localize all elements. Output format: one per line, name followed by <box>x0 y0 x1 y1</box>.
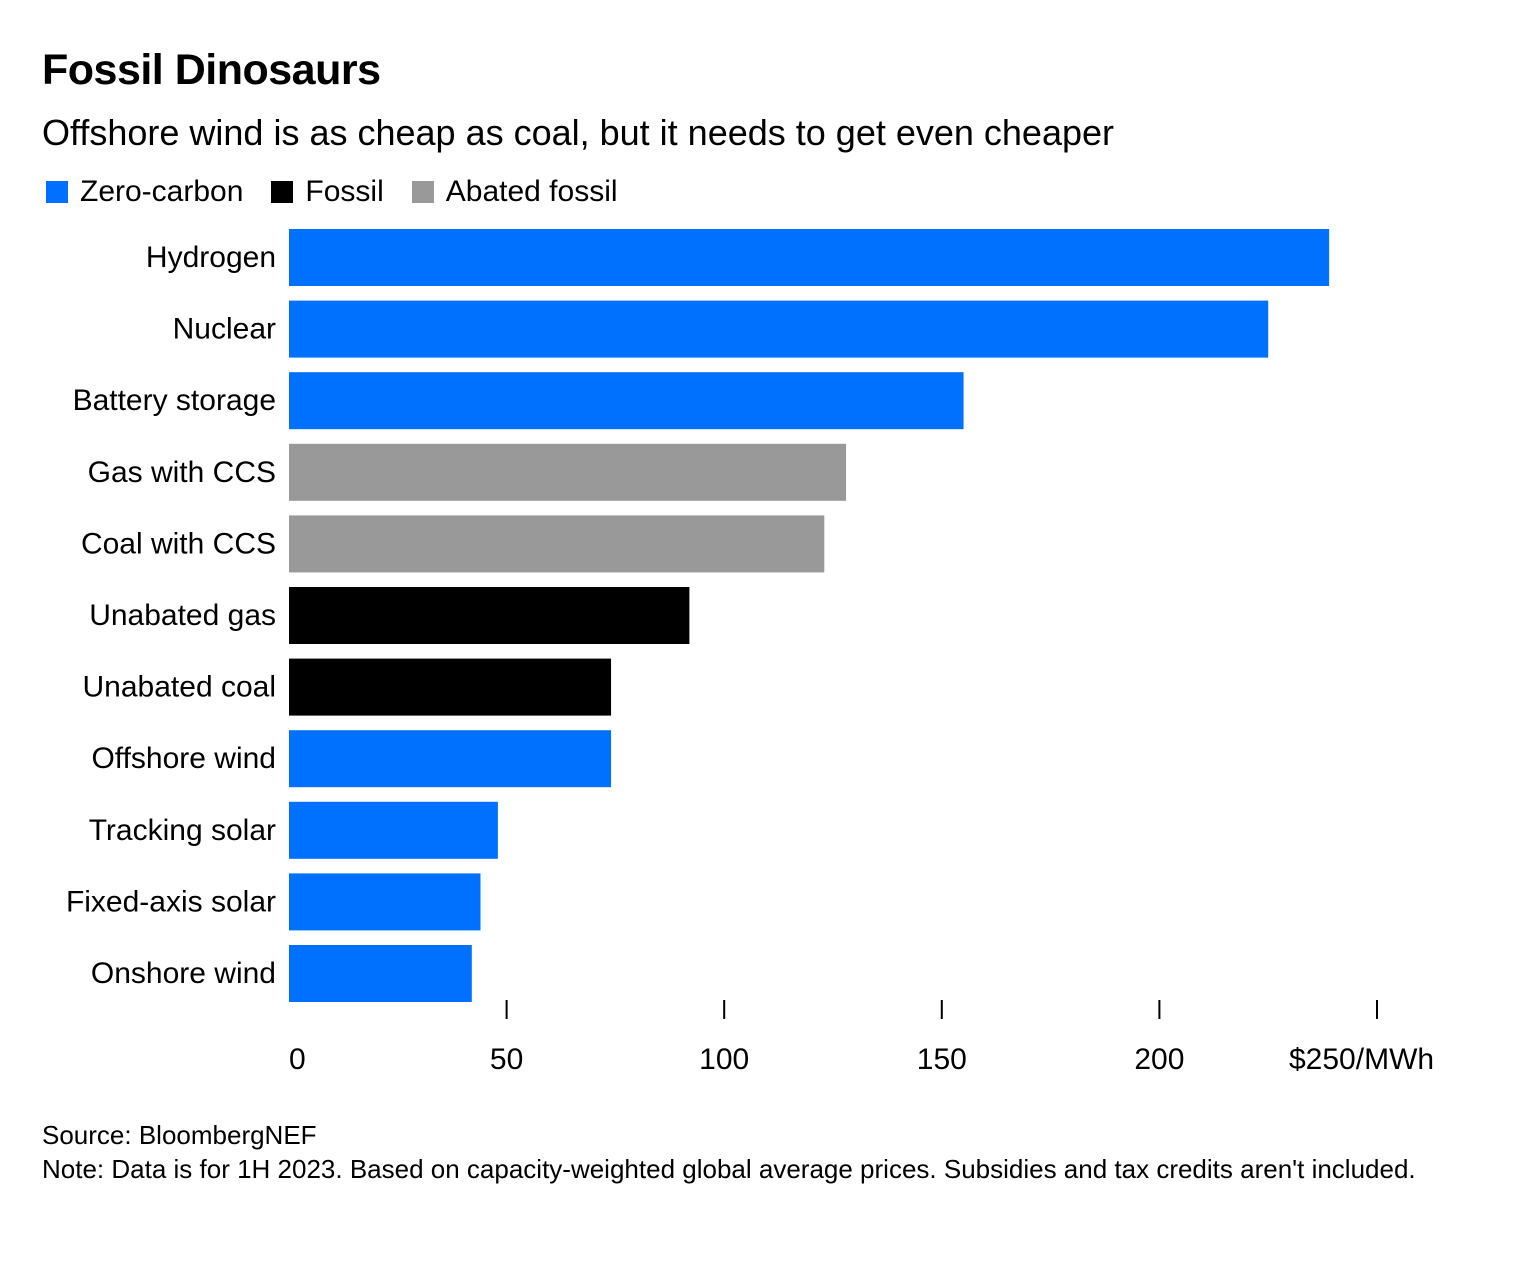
bar-nuclear <box>289 300 1269 358</box>
x-tick-label-100: 100 <box>699 1043 749 1076</box>
footer: Source: BloombergNEF Note: Data is for 1… <box>42 1118 1482 1186</box>
x-tick-label-0: 0 <box>289 1043 306 1076</box>
legend-item-zero-carbon: Zero-carbon <box>46 175 243 209</box>
bar-unabated-gas <box>289 587 690 644</box>
category-label-onshore-wind: Onshore wind <box>91 957 276 990</box>
bar-onshore-wind <box>289 945 472 1002</box>
category-label-gas-with-ccs: Gas with CCS <box>88 456 276 489</box>
x-tick-label-50: 50 <box>490 1043 523 1076</box>
bar-chart: Hydrogen Nuclear Battery storage Gas with C… <box>66 229 1434 1076</box>
bar-tracking-solar <box>289 801 498 859</box>
category-labels-group: Hydrogen Nuclear Battery storage Gas with C… <box>66 241 276 990</box>
legend-swatch-fossil <box>271 181 294 203</box>
x-axis-ticks-group: 0 50 100 150 200 $250/MWh <box>289 1000 1434 1076</box>
data-note: Note: Data is for 1H 2023. Based on capa… <box>42 1154 1416 1184</box>
legend: Zero-carbon Fossil Abated fossil <box>46 174 646 210</box>
category-label-battery-storage: Battery storage <box>73 384 276 417</box>
legend-item-abated-fossil: Abated fossil <box>411 175 618 209</box>
legend-swatch-abated-fossil <box>411 181 434 203</box>
category-label-offshore-wind: Offshore wind <box>91 742 276 775</box>
category-label-unabated-coal: Unabated coal <box>83 671 276 704</box>
bar-battery-storage <box>289 372 964 430</box>
bar-fixed-axis-solar <box>289 873 481 931</box>
chart-subtitle: Offshore wind is as cheap as coal, but i… <box>42 112 1115 153</box>
category-label-nuclear: Nuclear <box>173 313 276 346</box>
chart-title: Fossil Dinosaurs <box>42 46 381 94</box>
legend-swatch-zero-carbon <box>46 181 68 203</box>
bar-hydrogen <box>289 229 1330 286</box>
category-label-unabated-gas: Unabated gas <box>89 599 276 632</box>
category-label-fixed-axis-solar: Fixed-axis solar <box>66 885 276 918</box>
x-tick-label-200: 200 <box>1134 1043 1184 1076</box>
category-label-tracking-solar: Tracking solar <box>89 814 276 847</box>
category-label-coal-with-ccs: Coal with CCS <box>81 527 276 560</box>
bar-coal-with-ccs <box>289 515 825 573</box>
legend-label-fossil: Fossil <box>305 175 384 208</box>
bar-offshore-wind <box>289 730 612 788</box>
category-label-hydrogen: Hydrogen <box>146 241 276 274</box>
x-tick-label-250: $250/MWh <box>1289 1043 1434 1076</box>
legend-item-fossil: Fossil <box>271 175 384 209</box>
bar-gas-with-ccs <box>289 443 847 501</box>
bar-unabated-coal <box>289 658 612 716</box>
legend-label-abated-fossil: Abated fossil <box>445 175 618 208</box>
source-note: Source: BloombergNEF <box>42 1120 317 1150</box>
bars-group <box>289 229 1330 1002</box>
legend-label-zero-carbon: Zero-carbon <box>80 175 244 208</box>
x-tick-label-150: 150 <box>917 1043 967 1076</box>
